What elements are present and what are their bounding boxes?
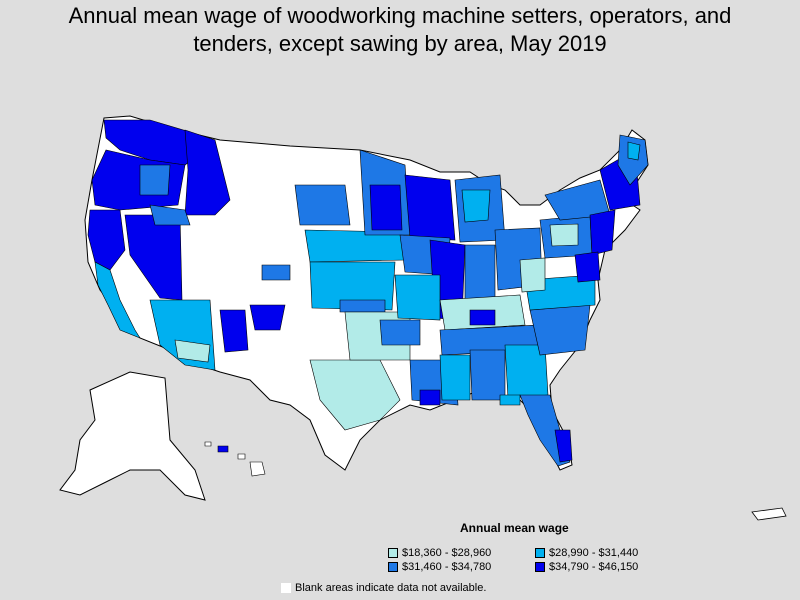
legend-swatch-1: [388, 548, 398, 558]
region-arizona-s: [174, 339, 211, 363]
legend-label-4: $34,790 - $46,150: [549, 561, 639, 573]
puerto-rico: [751, 507, 787, 521]
region-tn-east: [469, 309, 496, 326]
legend-label-3: $31,460 - $34,780: [402, 561, 492, 573]
legend-label-2: $28,990 - $31,440: [549, 547, 639, 559]
legend-swatch-2: [535, 548, 545, 558]
region-pa-central: [549, 223, 579, 247]
alaska: [59, 371, 206, 501]
region-wisconsin: [404, 174, 456, 241]
region-me-n: [627, 141, 641, 161]
region-alabama: [469, 349, 506, 401]
region-ca-central: [94, 261, 141, 339]
region-mississippi: [439, 354, 471, 401]
legend-title: Annual mean wage: [460, 521, 569, 535]
region-carolinas: [529, 304, 591, 356]
legend-label-1: $18,360 - $28,960: [402, 547, 492, 559]
note-text: Blank areas indicate data not available.: [295, 582, 487, 594]
region-mi-north: [461, 189, 491, 223]
title-line-1: Annual mean wage of woodworking machine …: [68, 3, 732, 28]
title-line-2: tenders, except sawing by area, May 2019: [193, 31, 607, 56]
note-swatch: [281, 583, 291, 593]
region-la-s: [419, 389, 441, 406]
legend-item-4: $34,790 - $46,150: [535, 561, 638, 573]
map-title: Annual mean wage of woodworking machine …: [0, 2, 800, 58]
legend-item-1: $18,360 - $28,960: [388, 547, 491, 559]
region-maine: [617, 134, 649, 186]
legend-item-2: $28,990 - $31,440: [535, 547, 638, 559]
legend-item-3: $31,460 - $34,780: [388, 561, 491, 573]
region-florida: [519, 394, 571, 467]
region-nj-ct: [589, 209, 616, 256]
region-new-mexico: [219, 309, 249, 353]
region-kansas-s: [339, 299, 386, 313]
region-wv: [519, 257, 546, 293]
blank-areas-note: Blank areas indicate data not available.: [281, 582, 486, 594]
hawaii: [204, 441, 266, 477]
region-idaho-s: [149, 204, 191, 226]
region-oregon-east: [139, 164, 171, 196]
region-fl-s: [554, 429, 573, 463]
region-idaho: [184, 129, 231, 216]
region-fl-n: [499, 394, 521, 406]
region-ok-ne: [379, 319, 421, 346]
region-mid-atlantic: [574, 251, 601, 283]
region-kansas: [309, 261, 396, 311]
region-dakotas: [294, 184, 351, 226]
region-missouri: [394, 274, 441, 321]
region-colorado: [261, 264, 291, 281]
region-indiana: [464, 244, 496, 303]
region-nm-e: [249, 304, 286, 331]
legend-swatch-3: [388, 562, 398, 572]
region-mn-central: [369, 184, 403, 231]
legend-swatch-4: [535, 562, 545, 572]
